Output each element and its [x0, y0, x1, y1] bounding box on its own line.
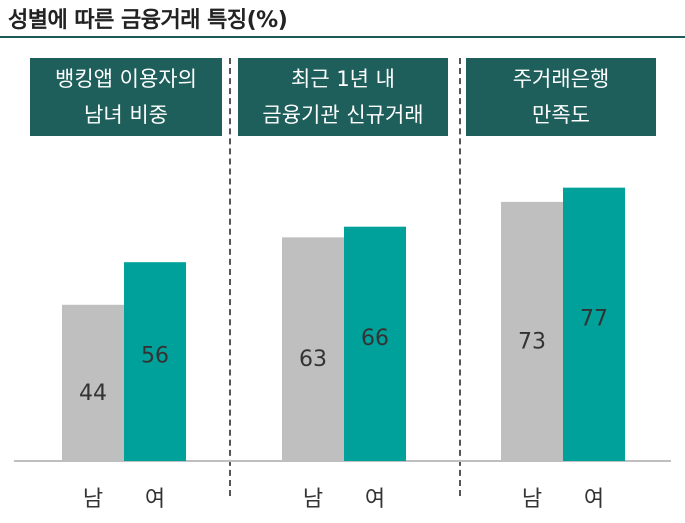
title-underline	[0, 36, 685, 38]
data-label: 66	[361, 326, 389, 351]
group-header-main-bank-satisfaction: 주거래은행 만족도	[466, 58, 656, 136]
data-label: 77	[580, 306, 608, 331]
group-divider	[229, 58, 231, 496]
data-label: 73	[518, 329, 546, 354]
x-tick-label: 여	[365, 487, 385, 512]
bar-male	[62, 304, 124, 461]
bar-male	[282, 237, 344, 461]
data-label: 44	[79, 381, 107, 406]
bar-female	[124, 262, 186, 461]
x-tick-label: 남	[522, 487, 542, 512]
group-header-banking-app: 뱅킹앱 이용자의 남녀 비중	[30, 58, 222, 136]
bar-female	[344, 226, 406, 461]
bar-male	[501, 201, 563, 461]
group-header-new-transaction: 최근 1년 내 금융기관 신규거래	[238, 58, 448, 136]
data-label: 56	[141, 344, 169, 369]
x-tick-label: 여	[584, 487, 604, 512]
x-tick-label: 남	[83, 487, 103, 512]
chart-title: 성별에 따른 금융거래 특징(%)	[8, 8, 288, 33]
x-tick-label: 남	[303, 487, 323, 512]
group-divider	[459, 58, 461, 496]
x-tick-label: 여	[145, 487, 165, 512]
data-label: 63	[299, 347, 327, 372]
bar-female	[563, 187, 625, 461]
